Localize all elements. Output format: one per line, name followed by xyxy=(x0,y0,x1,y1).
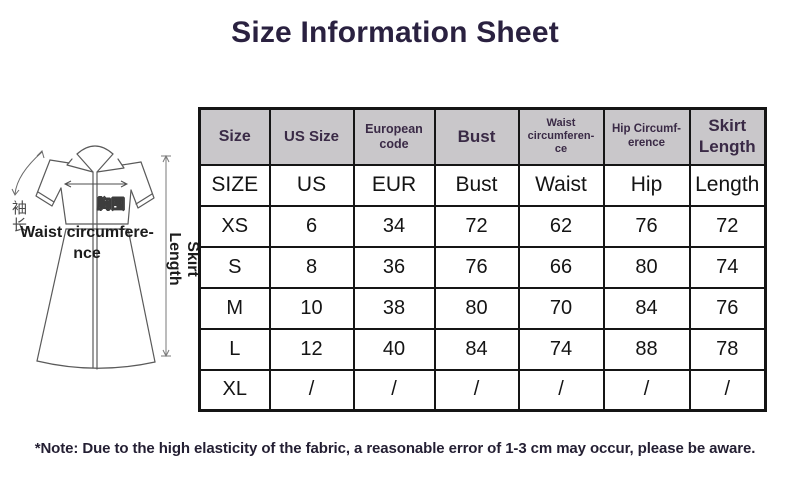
header-european-code: European code xyxy=(352,107,436,166)
sleeve-left xyxy=(35,159,62,207)
footnote: *Note: Due to the high elasticity of the… xyxy=(34,440,756,457)
table-header-row: Size US Size European code Bust Waist ci… xyxy=(198,107,767,166)
cell: 88 xyxy=(602,327,691,371)
cell: US xyxy=(268,163,355,207)
cell: 78 xyxy=(688,327,767,371)
cell: 12 xyxy=(268,327,355,371)
cell: 74 xyxy=(688,245,767,289)
cell: 76 xyxy=(688,286,767,330)
size-table: Size US Size European code Bust Waist ci… xyxy=(198,107,767,412)
cell: 38 xyxy=(352,286,436,330)
sleeve-right xyxy=(130,161,155,209)
waist-circumference-label: Waist circumfere- nce xyxy=(20,224,154,262)
bust-label-cn: 胸围 xyxy=(97,196,126,213)
collar-top xyxy=(76,145,114,155)
cell: / xyxy=(433,368,520,412)
cell: SIZE xyxy=(198,163,271,207)
cell: L xyxy=(198,327,271,371)
cell: 6 xyxy=(268,204,355,248)
cell: 72 xyxy=(688,204,767,248)
cell: S xyxy=(198,245,271,289)
sleeve-length-arrow xyxy=(11,150,45,196)
shoulder-right xyxy=(121,161,142,166)
table-row: M 10 38 80 70 84 76 xyxy=(198,286,767,330)
cell: / xyxy=(268,368,355,412)
skirt-right xyxy=(127,228,156,363)
cell: 80 xyxy=(602,245,691,289)
table-row: S 8 36 76 66 80 74 xyxy=(198,245,767,289)
collar-left-flap xyxy=(66,153,94,173)
cell: 80 xyxy=(433,286,520,330)
cell: 40 xyxy=(352,327,436,371)
hem xyxy=(36,360,156,369)
cell: 72 xyxy=(433,204,520,248)
header-bust: Bust xyxy=(433,107,520,166)
skirt-length-line xyxy=(161,154,171,358)
bust-measure-line xyxy=(63,180,129,188)
cell: 84 xyxy=(602,286,691,330)
table-row: SIZE US EUR Bust Waist Hip Length xyxy=(198,163,767,207)
placket xyxy=(92,171,98,370)
cell: 70 xyxy=(517,286,605,330)
cell: Bust xyxy=(433,163,520,207)
sleeve-length-label-cn: 袖长 xyxy=(12,200,28,235)
cell: / xyxy=(352,368,436,412)
header-waist-circumference: Waist circumferen- ce xyxy=(517,107,605,166)
cell: XL xyxy=(198,368,271,412)
cell: / xyxy=(517,368,605,412)
cell: 76 xyxy=(602,204,691,248)
header-size: Size xyxy=(198,107,271,166)
bodice-left xyxy=(60,187,67,225)
table-row: L 12 40 84 74 88 78 xyxy=(198,327,767,371)
header-hip-circumference: Hip Circumf- erence xyxy=(602,107,691,166)
shoulder-left xyxy=(49,159,70,164)
cell: 66 xyxy=(517,245,605,289)
cell: 76 xyxy=(433,245,520,289)
cell: 62 xyxy=(517,204,605,248)
cell: Length xyxy=(688,163,767,207)
cell: XS xyxy=(198,204,271,248)
cuff-left xyxy=(37,191,55,203)
cell: 74 xyxy=(517,327,605,371)
page-title: Size Information Sheet xyxy=(231,16,559,49)
cell: 8 xyxy=(268,245,355,289)
cell: Waist xyxy=(517,163,605,207)
dress-diagram xyxy=(11,145,171,370)
cell: 10 xyxy=(268,286,355,330)
cell: Hip xyxy=(602,163,691,207)
header-skirt-length: Skirt Length xyxy=(688,107,767,166)
cell: 84 xyxy=(433,327,520,371)
header-us-size: US Size xyxy=(268,107,355,166)
bodice-right xyxy=(127,189,132,225)
cuff-right xyxy=(135,193,153,205)
table-row: XS 6 34 72 62 76 72 xyxy=(198,204,767,248)
cell: 36 xyxy=(352,245,436,289)
cell: M xyxy=(198,286,271,330)
collar-right-flap xyxy=(96,153,125,173)
cell: EUR xyxy=(352,163,436,207)
cell: / xyxy=(688,368,767,412)
cell: 34 xyxy=(352,204,436,248)
table-row: XL / / / / / / xyxy=(198,368,767,412)
skirt-left xyxy=(36,228,67,362)
cell: / xyxy=(602,368,691,412)
